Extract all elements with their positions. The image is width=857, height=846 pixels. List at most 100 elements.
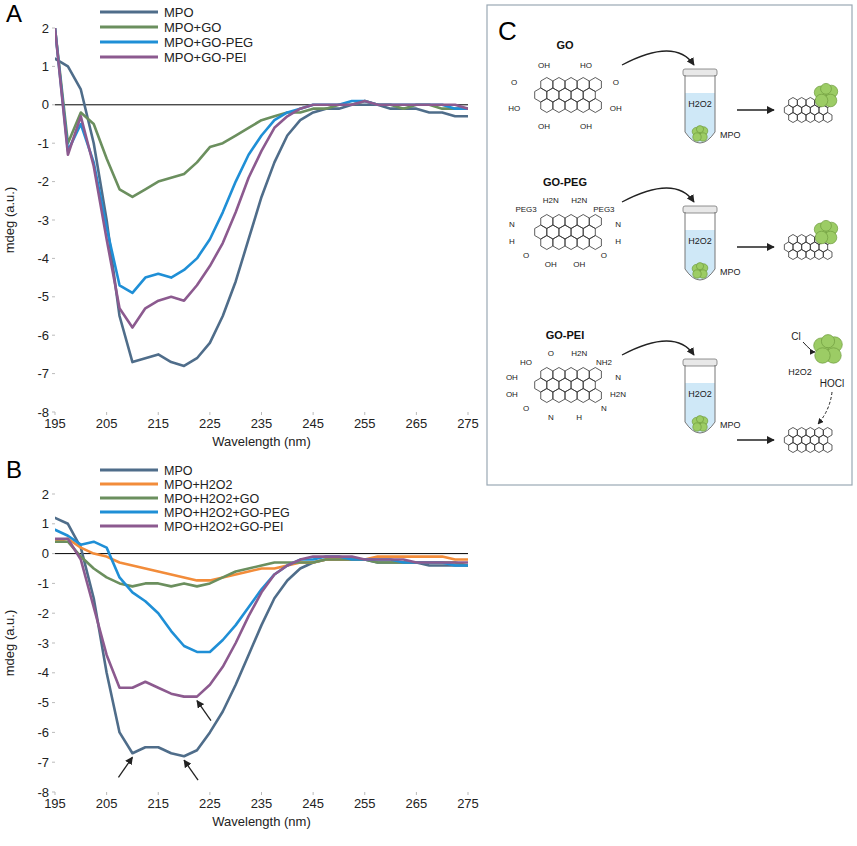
enzyme-lobe [696,416,703,423]
y-tick [52,373,55,374]
functional-group: OH [545,260,557,269]
legend-label: MPO [164,5,194,20]
legend-label: MPO+H2O2+GO-PEI [164,520,283,534]
panel-letter: B [6,456,22,483]
tube-cap [683,206,717,213]
y-tick-label: -3 [37,636,49,651]
functional-group: O [601,251,607,260]
tube-label: H2O2 [688,99,712,109]
zero-line [55,553,468,554]
panel-letter: A [6,0,22,27]
graphene-sheet [784,428,832,453]
y-tick-label: -2 [37,606,49,621]
functional-group: HO [520,358,532,367]
y-tick [52,181,55,182]
x-tick [106,412,107,415]
reaction-oxidant: H2O2 [788,367,812,377]
mpo-enzyme [692,416,708,432]
functional-group: H2N [610,390,626,399]
functional-group: PEG3 [515,205,537,214]
hexagon [806,113,815,123]
tube-label: H2O2 [688,389,712,399]
graphene-sheet [535,78,602,113]
y-tick [52,104,55,105]
enzyme-lobe [815,94,828,107]
mpo-enzyme [692,126,708,142]
tube-body [685,212,715,280]
hexagon [789,250,798,260]
functional-group: O [548,349,554,358]
hexagon [815,443,824,453]
y-tick-label: -6 [37,725,49,740]
x-axis-title: Wavelength (nm) [212,814,311,829]
legend-swatch [100,469,158,472]
legend: MPOMPO+GOMPO+GO-PEGMPO+GO-PEI [100,5,253,65]
mpo-enzyme [814,335,843,364]
reaction-substrate: Cl [791,331,800,342]
y-tick [52,553,55,554]
mpo-enzyme [692,263,708,279]
series-line [55,518,468,756]
y-tick [52,296,55,297]
legend-label: MPO+GO [164,20,221,35]
hexagon [797,443,806,453]
x-tick-label: 205 [96,416,118,431]
tube-cap [683,69,717,76]
mpo-enzyme [814,220,837,243]
y-tick [52,613,55,614]
hexagon [815,250,824,260]
y-tick-label: -7 [37,755,49,770]
y-tick [52,702,55,703]
tube-body [685,75,715,143]
x-tick [158,412,159,415]
hexagon [823,250,832,260]
series-line [55,28,468,328]
tube-liquid [685,383,715,433]
hexagon [565,99,577,113]
hexagon [589,99,601,113]
enzyme-lobe [821,220,832,231]
hexagon [797,113,806,123]
functional-group: N [601,404,607,413]
enzyme-lobe [696,126,703,133]
hexagon [553,389,565,403]
legend-label: MPO+GO-PEI [164,50,247,65]
hexagon [797,250,806,260]
functional-group: H2N [571,196,587,205]
y-tick [52,762,55,763]
hexagon [589,389,601,403]
functional-group: OH [538,61,550,70]
x-tick [364,792,365,795]
chart-panel: A-8-7-6-5-4-3-2-101219520521522523524525… [2,0,479,449]
panel-letter: C [498,16,517,46]
hexagon [815,113,824,123]
hexagon [789,443,798,453]
reaction: ClH2O2HOCl [788,331,844,424]
functional-group: OH [573,260,585,269]
tube-cap [683,359,717,366]
x-tick-label: 215 [147,416,169,431]
y-tick-label: -2 [37,174,49,189]
enzyme-label: MPO [720,420,741,430]
enzyme-lobe [693,423,701,431]
y-tick-label: -1 [37,136,49,151]
hexagon [541,389,553,403]
x-tick [261,412,262,415]
functional-group: OH [580,122,592,131]
legend-swatch [100,497,158,500]
y-tick [52,523,55,524]
x-tick-label: 245 [302,416,324,431]
panel-frame [487,5,852,485]
enzyme-lobe [821,83,832,94]
y-axis-title: mdeg (a.u.) [2,187,17,253]
annotation-arrow [118,757,132,777]
legend-swatch [100,41,158,44]
hexagon [565,236,577,250]
legend-swatch [100,56,158,59]
reaction-arrow [803,342,815,352]
y-tick [52,143,55,144]
functional-group: O [613,78,619,87]
enzyme-lobe [815,348,830,363]
material-label: GO-PEI [546,329,585,341]
enzyme-lobe [693,133,701,141]
